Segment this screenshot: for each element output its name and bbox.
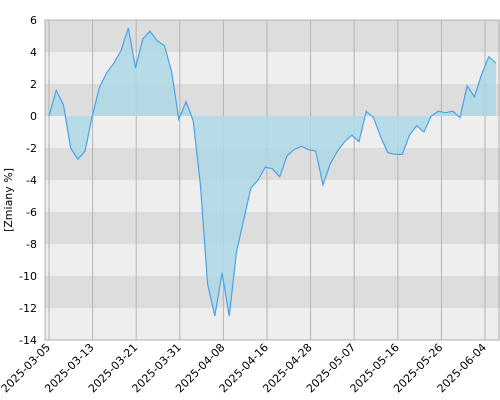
y-tick-label: -12 [19,302,37,315]
background-band [45,244,500,276]
series-group [48,27,497,317]
y-tick-label: -2 [26,142,37,155]
plot-frame [44,19,500,341]
background-band [45,276,500,308]
background-band [45,180,500,212]
y-tick-label: 0 [30,110,37,123]
y-tick-labels: 6 4 2 0 -2 -4 -6 -8 -10 -12 -14 [19,14,37,347]
y-tick-label: -6 [26,206,37,219]
y-tick-label: -10 [19,270,37,283]
series-line [48,27,497,317]
background-band [45,20,500,52]
y-tick-label: -14 [19,334,37,347]
y-tick-label: 4 [30,46,37,59]
y-tick-label: -4 [26,174,37,187]
y-tick-label: -8 [26,238,37,251]
vertical-gridlines [48,20,486,340]
series-area [49,28,496,316]
background-band [45,212,500,244]
y-tick-label: 2 [30,78,37,91]
x-tick-labels: 2025-03-052025-03-132025-03-212025-03-31… [0,341,489,395]
y-tick-label: 6 [30,14,37,27]
y-axis-label: [Zmiany %] [2,168,15,232]
background-band [45,308,500,340]
